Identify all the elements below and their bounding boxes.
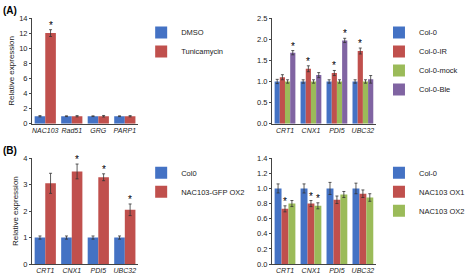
svg-text:0.5: 0.5 xyxy=(257,98,267,107)
svg-text:*: * xyxy=(283,196,287,207)
svg-text:14: 14 xyxy=(19,14,27,23)
svg-text:NAC103: NAC103 xyxy=(32,127,59,134)
svg-text:*: * xyxy=(102,164,106,175)
svg-text:4: 4 xyxy=(23,89,27,98)
svg-text:0.6: 0.6 xyxy=(257,214,267,223)
svg-text:3: 3 xyxy=(23,180,27,189)
svg-text:GRG: GRG xyxy=(90,127,107,134)
svg-text:PDI5: PDI5 xyxy=(91,267,107,274)
svg-text:Col-0: Col-0 xyxy=(419,169,437,178)
svg-text:CNX1: CNX1 xyxy=(62,267,81,274)
svg-text:0.8: 0.8 xyxy=(257,199,267,208)
svg-text:2.5: 2.5 xyxy=(257,14,267,23)
svg-text:0.4: 0.4 xyxy=(257,229,267,238)
svg-text:Rad51: Rad51 xyxy=(61,127,82,134)
svg-text:UBC32: UBC32 xyxy=(352,267,375,274)
svg-text:Col-0-mock: Col-0-mock xyxy=(419,66,458,75)
svg-text:Col0: Col0 xyxy=(181,169,196,178)
svg-text:1.2: 1.2 xyxy=(257,169,267,178)
svg-text:CRT1: CRT1 xyxy=(276,127,294,134)
svg-text:4: 4 xyxy=(23,154,27,163)
svg-text:10: 10 xyxy=(19,44,27,53)
svg-text:CRT1: CRT1 xyxy=(36,267,54,274)
svg-text:2: 2 xyxy=(23,207,27,216)
svg-text:UBC32: UBC32 xyxy=(352,127,375,134)
svg-text:Col-0-Ble: Col-0-Ble xyxy=(419,85,450,94)
svg-text:*: * xyxy=(306,56,310,67)
svg-text:1.4: 1.4 xyxy=(257,154,267,163)
svg-text:*: * xyxy=(316,193,320,204)
svg-text:12: 12 xyxy=(19,29,27,38)
svg-text:NAC103 OX2: NAC103 OX2 xyxy=(419,207,464,216)
svg-text:DMSO: DMSO xyxy=(181,28,204,37)
svg-text:0.2: 0.2 xyxy=(257,245,267,254)
svg-text:CNX1: CNX1 xyxy=(302,127,321,134)
svg-text:1.0: 1.0 xyxy=(257,77,267,86)
svg-text:*: * xyxy=(128,194,132,205)
svg-text:1: 1 xyxy=(23,233,27,242)
svg-text:1.0: 1.0 xyxy=(257,184,267,193)
svg-text:0: 0 xyxy=(23,260,27,269)
svg-text:Col-0: Col-0 xyxy=(419,28,437,37)
svg-text:1.5: 1.5 xyxy=(257,56,267,65)
svg-text:*: * xyxy=(49,20,53,31)
svg-text:NAC103 OX1: NAC103 OX1 xyxy=(419,188,464,197)
svg-text:0.0: 0.0 xyxy=(257,119,267,128)
svg-text:8: 8 xyxy=(23,59,27,68)
svg-text:(B): (B) xyxy=(3,145,17,156)
svg-text:6: 6 xyxy=(23,74,27,83)
svg-text:Relative expression: Relative expression xyxy=(11,176,20,246)
svg-text:NAC103-GFP OX2: NAC103-GFP OX2 xyxy=(181,188,244,197)
svg-text:*: * xyxy=(309,191,313,202)
svg-text:Tunicamycin: Tunicamycin xyxy=(181,47,223,56)
svg-text:UBC32: UBC32 xyxy=(114,267,137,274)
svg-text:*: * xyxy=(358,38,362,49)
svg-text:0.0: 0.0 xyxy=(257,260,267,269)
svg-text:PDI5: PDI5 xyxy=(329,267,345,274)
svg-text:PDI5: PDI5 xyxy=(329,127,345,134)
svg-text:*: * xyxy=(291,41,295,52)
svg-text:PARP1: PARP1 xyxy=(114,127,137,134)
svg-text:CNX1: CNX1 xyxy=(302,267,321,274)
svg-text:Relative expression: Relative expression xyxy=(7,36,16,106)
svg-text:CRT1: CRT1 xyxy=(276,267,294,274)
svg-text:2: 2 xyxy=(23,104,27,113)
svg-text:*: * xyxy=(332,60,336,71)
svg-text:2.0: 2.0 xyxy=(257,35,267,44)
svg-text:*: * xyxy=(75,154,79,165)
svg-text:Col-0-IR: Col-0-IR xyxy=(419,47,448,56)
svg-text:0: 0 xyxy=(23,119,27,128)
svg-text:*: * xyxy=(343,28,347,39)
svg-text:(A): (A) xyxy=(3,5,17,16)
